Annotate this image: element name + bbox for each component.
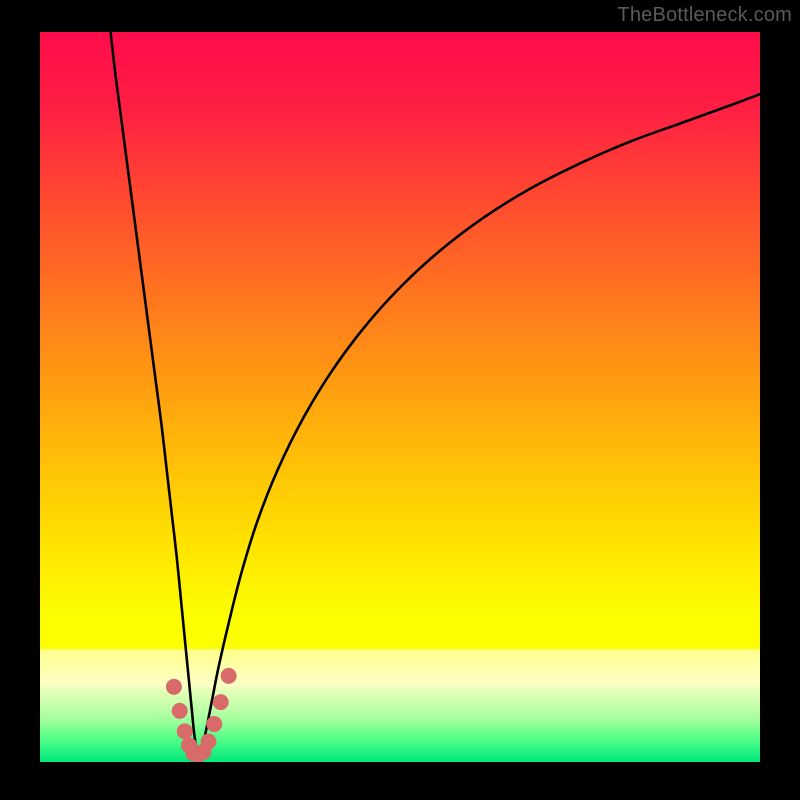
chart-container: TheBottleneck.com xyxy=(0,0,800,800)
curve-left xyxy=(111,32,199,756)
data-marker xyxy=(177,724,192,739)
curve-right xyxy=(200,94,760,756)
data-marker xyxy=(166,679,181,694)
data-marker xyxy=(213,695,228,710)
plot-area xyxy=(40,32,760,762)
curves-overlay xyxy=(40,32,760,762)
data-marker xyxy=(201,734,216,749)
data-marker xyxy=(172,703,187,718)
watermark: TheBottleneck.com xyxy=(617,4,792,27)
data-marker xyxy=(207,717,222,732)
data-marker xyxy=(221,668,236,683)
